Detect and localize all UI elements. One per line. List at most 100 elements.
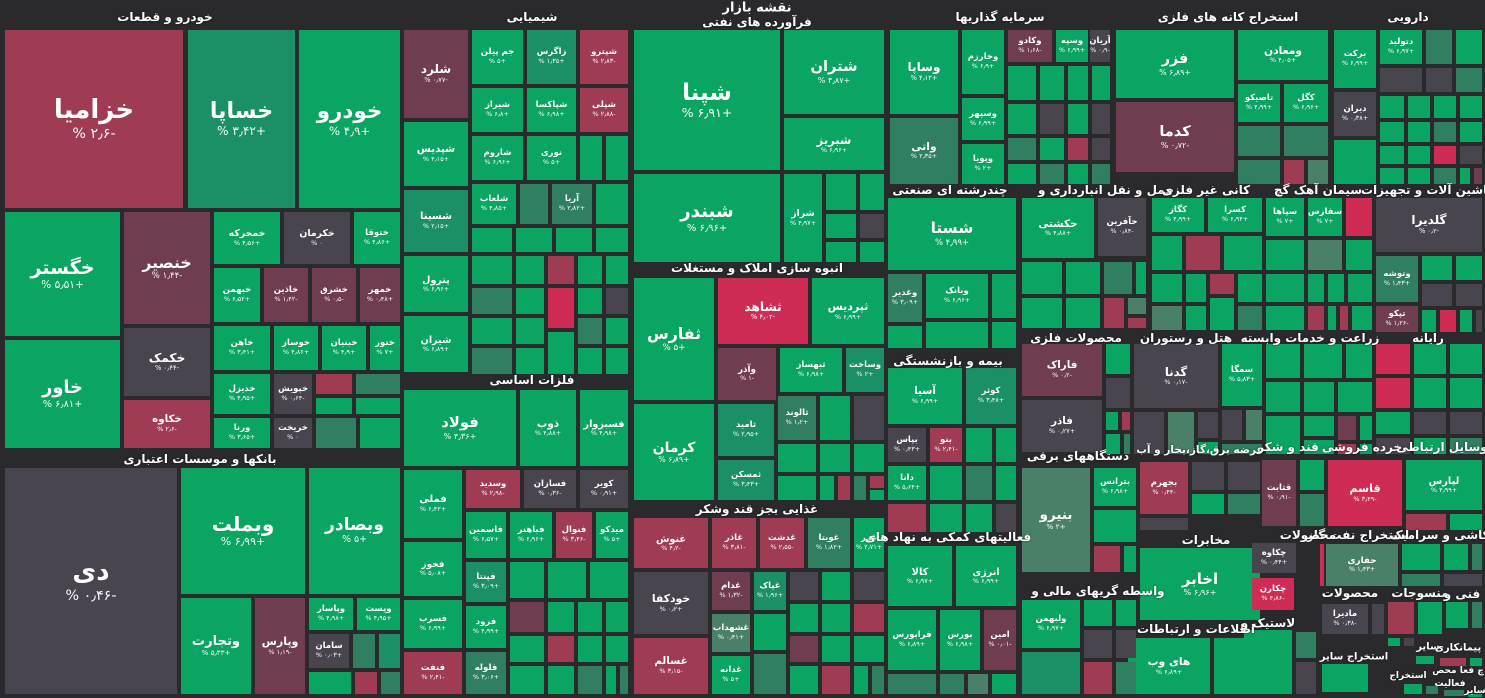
treemap-tile[interactable]: پترول +۶٫۹۶ % bbox=[404, 256, 468, 312]
treemap-tile[interactable] bbox=[888, 504, 926, 532]
treemap-tile[interactable] bbox=[1334, 140, 1376, 184]
treemap-tile[interactable] bbox=[516, 256, 544, 284]
treemap-tile[interactable]: غویتا +۱٫۸۲ % bbox=[808, 518, 850, 568]
treemap-tile[interactable]: کگاز +۴٫۹۹ % bbox=[1152, 198, 1204, 232]
treemap-tile[interactable] bbox=[1308, 306, 1324, 330]
treemap-tile[interactable] bbox=[1192, 494, 1224, 514]
treemap-tile[interactable] bbox=[1402, 544, 1440, 570]
treemap-tile[interactable] bbox=[1422, 310, 1436, 332]
treemap-tile[interactable] bbox=[620, 666, 628, 694]
treemap-tile[interactable]: فسبزوار +۴٫۹۸ % bbox=[580, 390, 628, 466]
treemap-tile[interactable] bbox=[1140, 518, 1188, 530]
treemap-tile[interactable]: بپاس +۰٫۴۳ % bbox=[888, 428, 926, 462]
treemap-tile[interactable] bbox=[966, 428, 992, 462]
treemap-tile[interactable]: خکرمان ۰ % bbox=[284, 212, 350, 264]
treemap-tile[interactable]: خاور +۶٫۸۱ % bbox=[5, 340, 120, 448]
treemap-tile[interactable] bbox=[472, 288, 512, 314]
treemap-tile[interactable]: فلوله +۳٫۰۶ % bbox=[466, 652, 506, 694]
treemap-tile[interactable] bbox=[1092, 138, 1110, 160]
treemap-tile[interactable] bbox=[1106, 378, 1130, 408]
treemap-tile[interactable]: فزر +۶٫۸۹ % bbox=[1116, 30, 1234, 98]
treemap-tile[interactable]: حکشتی +۴٫۸۸ % bbox=[1022, 198, 1094, 258]
treemap-tile[interactable] bbox=[309, 672, 351, 694]
treemap-tile[interactable]: دتولید +۶٫۹۷ % bbox=[1380, 30, 1422, 64]
treemap-tile[interactable]: دیران +۰٫۳۸ % bbox=[1334, 92, 1376, 136]
treemap-tile[interactable] bbox=[1244, 630, 1292, 694]
treemap-tile[interactable]: میدکو +۵ % bbox=[596, 512, 628, 558]
treemap-tile[interactable] bbox=[826, 242, 856, 262]
treemap-tile[interactable] bbox=[1084, 662, 1112, 694]
treemap-tile[interactable] bbox=[1320, 544, 1324, 586]
treemap-tile[interactable] bbox=[1186, 236, 1220, 270]
treemap-tile[interactable]: وسپهر +۶٫۹۹ % bbox=[962, 98, 1004, 140]
treemap-tile[interactable] bbox=[1106, 344, 1130, 374]
treemap-tile[interactable]: ختوقا +۴٫۸۶ % bbox=[354, 212, 400, 264]
treemap-tile[interactable] bbox=[1404, 638, 1414, 646]
treemap-tile[interactable] bbox=[1434, 168, 1456, 184]
treemap-tile[interactable]: خکمک -۰٫۴۴ % bbox=[124, 328, 210, 396]
treemap-tile[interactable] bbox=[1338, 416, 1356, 440]
treemap-tile[interactable] bbox=[1116, 600, 1136, 626]
treemap-tile[interactable] bbox=[1124, 434, 1130, 454]
treemap-tile[interactable]: خاذین -۱٫۴۲ % bbox=[264, 268, 308, 322]
treemap-tile[interactable]: بجهرم -۰٫۴۴ % bbox=[1140, 462, 1188, 514]
treemap-tile[interactable]: شیران +۶٫۸۹ % bbox=[404, 316, 468, 372]
treemap-tile[interactable] bbox=[1338, 382, 1372, 412]
treemap-tile[interactable] bbox=[854, 604, 884, 632]
treemap-tile[interactable] bbox=[1418, 602, 1442, 634]
treemap-tile[interactable] bbox=[822, 666, 850, 694]
treemap-tile[interactable]: جم پیلن +۵ % bbox=[472, 30, 523, 84]
treemap-tile[interactable]: فنوال -۳٫۴۶ % bbox=[556, 512, 592, 558]
treemap-tile[interactable]: وساخت +۲ % bbox=[846, 348, 884, 392]
treemap-tile[interactable] bbox=[1296, 632, 1316, 658]
treemap-tile[interactable] bbox=[1168, 412, 1194, 454]
treemap-tile[interactable] bbox=[516, 348, 544, 374]
treemap-tile[interactable]: اخابر +۶٫۹۶ % bbox=[1140, 548, 1260, 620]
treemap-tile[interactable]: امین -۰٫۰۱ % bbox=[984, 610, 1016, 670]
treemap-tile[interactable] bbox=[606, 348, 628, 374]
treemap-tile[interactable]: ثالوند +۱٫۲ % bbox=[778, 396, 816, 440]
treemap-tile[interactable]: آریا +۲٫۸۲ % bbox=[552, 184, 592, 224]
treemap-tile[interactable] bbox=[578, 348, 602, 374]
treemap-tile[interactable] bbox=[1426, 686, 1438, 694]
treemap-tile[interactable]: فاراک -۰٫۲ % bbox=[1022, 344, 1102, 396]
treemap-tile[interactable]: خنصیر -۱٫۴۴ % bbox=[124, 212, 210, 324]
treemap-tile[interactable] bbox=[1434, 122, 1456, 142]
treemap-tile[interactable] bbox=[790, 572, 818, 600]
treemap-tile[interactable]: فرابورس +۶٫۸۹ % bbox=[888, 610, 936, 670]
treemap-tile[interactable]: تپکو -۱٫۲۶ % bbox=[1376, 306, 1418, 332]
treemap-tile[interactable] bbox=[1228, 462, 1260, 490]
treemap-tile[interactable] bbox=[548, 636, 574, 662]
treemap-tile[interactable] bbox=[1222, 444, 1262, 454]
treemap-tile[interactable] bbox=[516, 228, 552, 252]
treemap-tile[interactable] bbox=[1380, 168, 1404, 184]
treemap-tile[interactable]: کرمان +۶٫۸۹ % bbox=[634, 404, 714, 500]
treemap-tile[interactable]: کسرا +۶٫۹۴ % bbox=[1208, 198, 1262, 232]
treemap-tile[interactable] bbox=[1388, 602, 1414, 634]
treemap-tile[interactable]: فسرب +۶٫۹۹ % bbox=[404, 600, 462, 648]
treemap-tile[interactable] bbox=[1304, 440, 1334, 454]
treemap-tile[interactable] bbox=[1152, 306, 1182, 330]
treemap-tile[interactable] bbox=[606, 136, 628, 180]
treemap-tile[interactable] bbox=[1266, 240, 1304, 270]
treemap-tile[interactable]: آریان -۰٫۹ % bbox=[1090, 30, 1110, 62]
treemap-tile[interactable] bbox=[1238, 274, 1262, 302]
treemap-tile[interactable]: زاگرس +۱٫۳۵ % bbox=[527, 30, 576, 84]
treemap-tile[interactable] bbox=[1300, 494, 1324, 526]
treemap-tile[interactable] bbox=[1340, 306, 1348, 330]
treemap-tile[interactable] bbox=[548, 666, 574, 694]
treemap-tile[interactable] bbox=[1008, 66, 1036, 100]
treemap-tile[interactable] bbox=[578, 602, 602, 632]
treemap-tile[interactable]: ثمسکن +۳٫۴۳ % bbox=[718, 460, 774, 500]
treemap-tile[interactable] bbox=[1450, 378, 1482, 408]
treemap-tile[interactable] bbox=[1346, 344, 1372, 378]
treemap-tile[interactable] bbox=[1084, 600, 1112, 626]
treemap-tile[interactable]: سپاها +۷ % bbox=[1266, 198, 1304, 236]
treemap-tile[interactable] bbox=[1456, 256, 1482, 280]
treemap-tile[interactable] bbox=[1402, 574, 1440, 586]
treemap-tile[interactable] bbox=[930, 466, 962, 500]
treemap-tile[interactable] bbox=[1444, 544, 1468, 570]
treemap-tile[interactable]: ثشاهد -۴٫۰۲ % bbox=[718, 278, 808, 344]
treemap-tile[interactable] bbox=[1210, 274, 1234, 294]
treemap-tile[interactable] bbox=[1128, 298, 1146, 314]
